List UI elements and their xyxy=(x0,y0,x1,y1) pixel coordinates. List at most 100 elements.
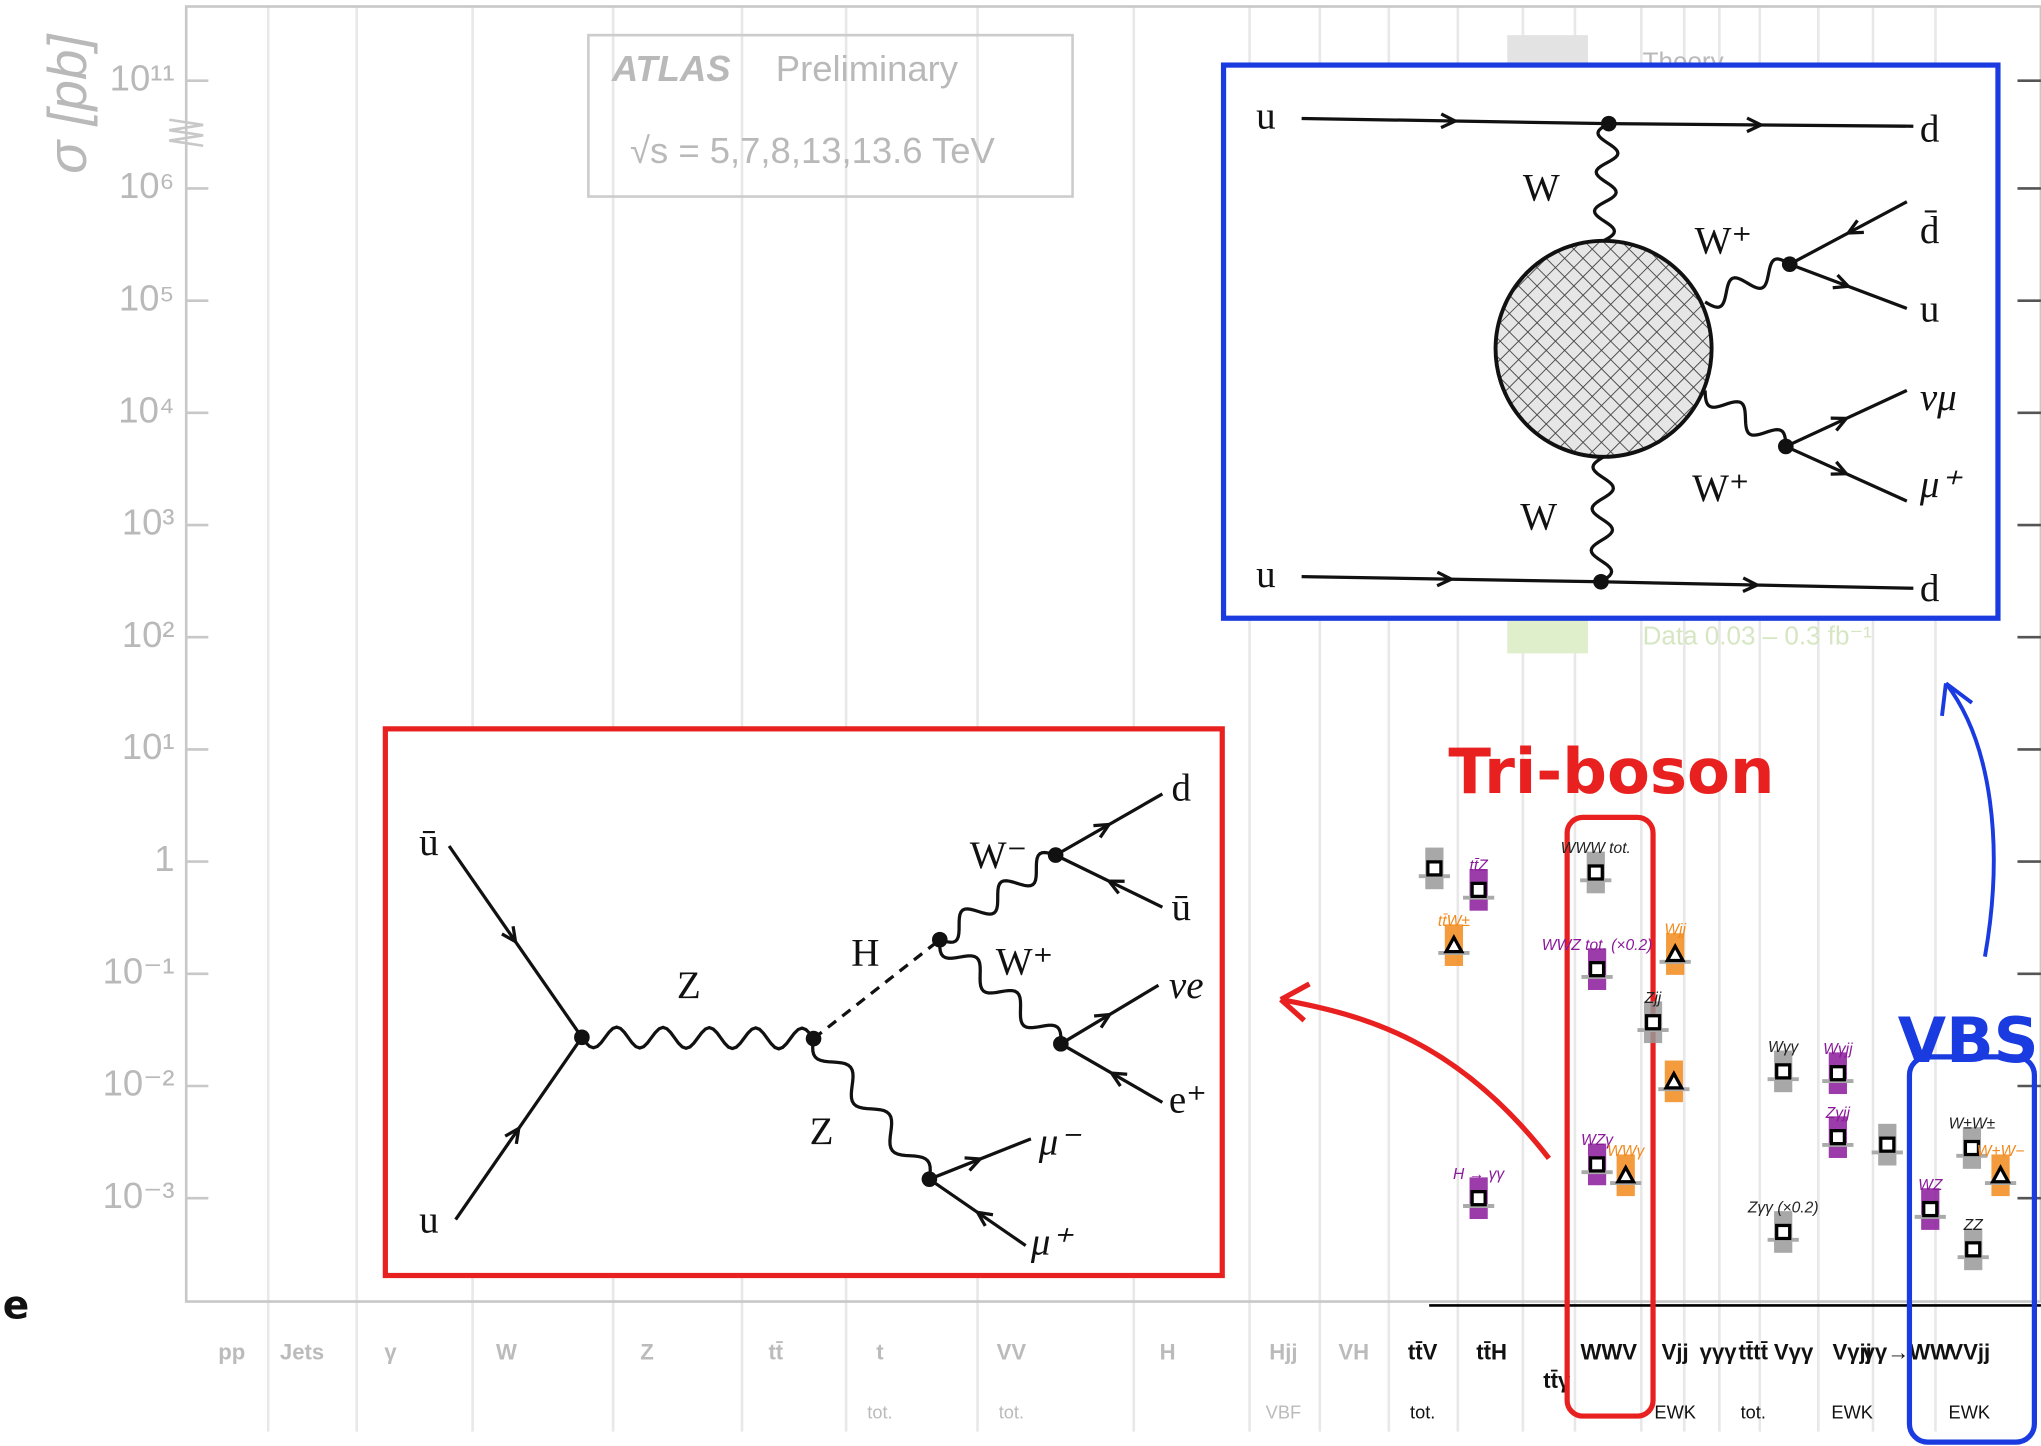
y-tick-label: 10⁶ xyxy=(119,165,175,206)
category-sublabel: tot. xyxy=(999,1402,1024,1422)
y-tick-label: 10¹ xyxy=(122,726,175,767)
data-marker xyxy=(1831,1131,1844,1144)
point-label: WWZ tot. (×0.2) xyxy=(1542,937,1653,954)
point-label: Wγjj xyxy=(1823,1041,1853,1058)
particle-label: μ⁻ xyxy=(1038,1120,1083,1163)
data-marker xyxy=(1967,1243,1980,1256)
particle-label: e⁺ xyxy=(1169,1079,1207,1122)
point-label: tt̄Z xyxy=(1470,858,1489,875)
y-tick-label: 10³ xyxy=(122,502,175,543)
point-label: WWW tot. xyxy=(1561,840,1631,857)
y-axis-label: σ [pb] xyxy=(37,33,98,174)
category-label: tt̄ xyxy=(768,1339,783,1364)
particle-label: u xyxy=(1920,287,1940,330)
data-marker xyxy=(1881,1138,1894,1151)
point-label: Wγγ xyxy=(1768,1039,1800,1056)
vertex xyxy=(922,1171,938,1187)
particle-label: H xyxy=(851,932,879,975)
feynman-diagram-blue: u u W W W⁺ W⁺ d d̄ u νμ μ⁺ d xyxy=(1224,65,1998,618)
vertex xyxy=(1778,439,1794,455)
category-sublabel: EWK xyxy=(1654,1402,1696,1422)
page: ATLAS Preliminary √s = 5,7,8,13,13.6 TeV… xyxy=(0,0,2041,1446)
legend-energy: √s = 5,7,8,13,13.6 TeV xyxy=(630,130,995,171)
particle-label: W⁻ xyxy=(970,834,1027,877)
legend-status: Preliminary xyxy=(776,48,959,89)
category-label: Vjj xyxy=(1662,1339,1689,1364)
point-label: WZ xyxy=(1918,1177,1943,1194)
category-label: tt̄H xyxy=(1476,1339,1507,1364)
vertex xyxy=(932,932,948,948)
particle-label: νμ xyxy=(1920,376,1957,419)
particle-label: W⁺ xyxy=(996,941,1053,984)
category-label: Vγγ xyxy=(1774,1339,1814,1364)
data-marker xyxy=(1924,1203,1937,1216)
particle-label: d xyxy=(1171,766,1191,809)
category-sublabel: tot. xyxy=(1741,1402,1766,1422)
vertex xyxy=(1601,116,1617,132)
category-sublabel: EWK xyxy=(1949,1402,1990,1422)
data-marker xyxy=(1591,963,1604,976)
particle-label: u xyxy=(1256,553,1276,596)
category-label: VV xyxy=(997,1339,1027,1364)
particle-label: Z xyxy=(810,1110,834,1153)
category-sublabel: VBF xyxy=(1266,1402,1301,1422)
particle-label: u xyxy=(419,1198,439,1241)
category-label: Hjj xyxy=(1269,1339,1297,1364)
particle-label: d xyxy=(1920,567,1940,610)
particle-label: u xyxy=(1256,95,1276,138)
y-tick-label: 10⁴ xyxy=(118,389,174,430)
vertex xyxy=(574,1030,590,1046)
category-label: WWV xyxy=(1581,1339,1638,1364)
vertex xyxy=(1053,1036,1069,1052)
particle-label: νe xyxy=(1169,964,1204,1007)
blue-arrow xyxy=(1946,683,1994,956)
point-label: W±W± xyxy=(1949,1116,1996,1133)
blob xyxy=(1496,241,1712,457)
point-label: Zγjj xyxy=(1825,1105,1851,1122)
particle-label: μ⁺ xyxy=(1919,463,1964,506)
point-label: ZZ xyxy=(1963,1217,1984,1234)
y-tick-label: 1 xyxy=(154,838,174,879)
category-label: Z xyxy=(640,1339,654,1364)
triboson-label: Tri-boson xyxy=(1448,735,1774,808)
legend-experiment: ATLAS xyxy=(611,48,731,89)
particle-label: μ⁺ xyxy=(1030,1221,1075,1264)
category-label: tt̄tt̄ xyxy=(1739,1339,1769,1364)
category-label: H xyxy=(1160,1339,1176,1364)
category-label: γγγ xyxy=(1700,1339,1738,1364)
point-label: Zjj xyxy=(1644,990,1662,1007)
category-label: γ xyxy=(384,1339,397,1364)
point-label: H → γγ xyxy=(1453,1166,1505,1183)
point-label: WWγ xyxy=(1607,1143,1645,1160)
vertex xyxy=(1782,256,1798,272)
data-marker xyxy=(1777,1065,1790,1078)
category-sublabel: tot. xyxy=(867,1402,892,1422)
particle-label: ū xyxy=(419,821,439,864)
point-label: W+W− xyxy=(1977,1143,2025,1160)
particle-label: Z xyxy=(677,964,701,1007)
y-tick-label: 10⁻¹ xyxy=(103,950,175,991)
vbs-label: VBS xyxy=(1898,1004,2039,1077)
point-label: Wjj xyxy=(1664,922,1686,939)
category-sublabel: tot. xyxy=(1410,1402,1435,1422)
data-marker xyxy=(1428,862,1441,875)
vertex xyxy=(1048,847,1064,863)
data-marker xyxy=(1647,1016,1660,1029)
vertex xyxy=(1593,574,1609,590)
particle-label: W xyxy=(1520,496,1557,539)
data-swatch xyxy=(1507,620,1588,654)
category-label: Jets xyxy=(280,1339,324,1364)
point-label: Zγγ (×0.2) xyxy=(1747,1200,1819,1217)
particle-label: d̄ xyxy=(1920,209,1940,252)
category-sublabel: EWK xyxy=(1831,1402,1872,1422)
legend-data: Data 0.03 – 0.3 fb⁻¹ xyxy=(1643,621,1873,651)
category-label: W xyxy=(496,1339,517,1364)
particle-label: W xyxy=(1523,166,1560,209)
particle-label: ū xyxy=(1171,886,1191,929)
axis-break xyxy=(169,120,203,146)
category-label: t xyxy=(876,1339,884,1364)
y-tick-label: 10¹¹ xyxy=(110,57,175,98)
feynman-diagram-red: ū u Z Z H W⁻ W⁺ d ū νe e⁺ μ⁻ μ⁺ xyxy=(385,729,1222,1276)
vertex xyxy=(806,1031,822,1047)
y-tick-label: 10⁻³ xyxy=(103,1175,175,1216)
